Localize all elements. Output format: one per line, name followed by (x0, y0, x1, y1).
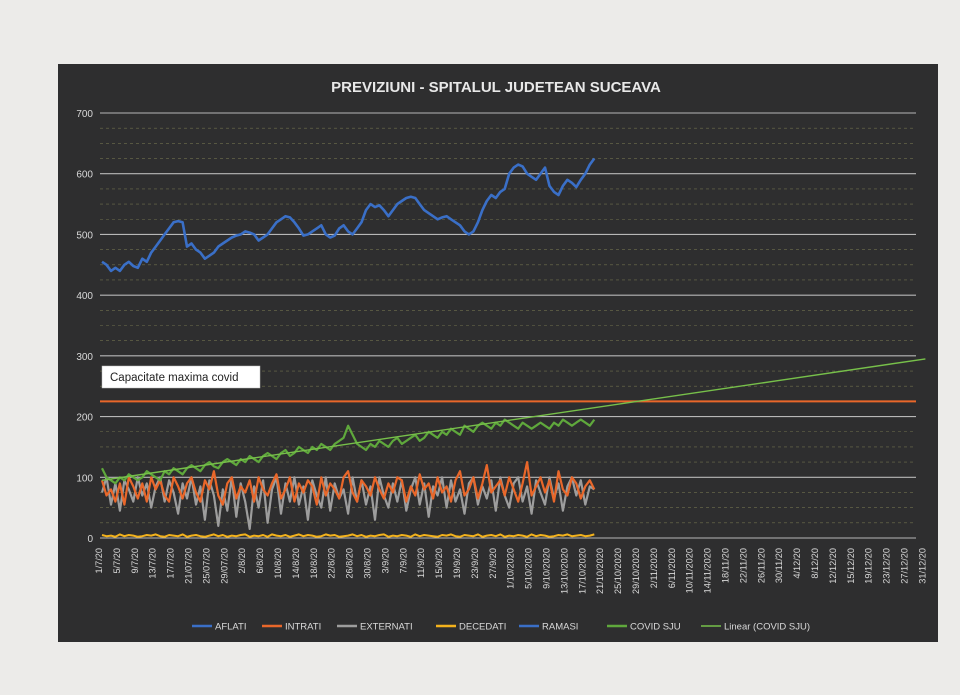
y-tick-label: 0 (87, 534, 93, 545)
x-tick-label: 8/12/20 (810, 548, 820, 579)
x-tick-label: 17/7/20 (166, 548, 176, 579)
x-tick-label: 29/07/20 (219, 548, 229, 584)
legend-label: Linear (COVID SJU) (724, 622, 810, 633)
x-tick-label: 5/10/2020 (524, 548, 534, 589)
y-axis: 0 100 200 300 400 500 600 700 (76, 109, 93, 545)
series-line-aflati (101, 157, 596, 273)
y-tick-label: 400 (76, 291, 93, 302)
series-line-covid-sju (101, 418, 596, 485)
x-tick-label: 5/7/20 (112, 548, 122, 574)
x-tick-label: 25/10/2020 (613, 548, 623, 594)
x-tick-label: 15/9/20 (434, 548, 444, 579)
x-tick-label: 6/11/2020 (667, 548, 677, 588)
x-tick-label: 17/10/2020 (577, 548, 587, 594)
x-tick-label: 23/9/20 (470, 548, 480, 579)
legend-label: DECEDATI (459, 622, 506, 633)
x-tick-label: 29/10/2020 (631, 548, 641, 594)
legend: AFLATI INTRATI EXTERNATI DECEDATI RAMASI COVI… (192, 622, 810, 633)
series-line-externati (100, 476, 595, 531)
x-tick-label: 21/10/2020 (595, 548, 605, 594)
x-tick-label: 19/12/20 (864, 548, 874, 584)
x-tick-label: 9/10/2020 (542, 548, 552, 589)
x-tick-label: 22/11/20 (738, 548, 748, 583)
x-tick-label: 14/11/2020 (703, 548, 713, 593)
x-tick-label: 14/8/20 (291, 548, 301, 579)
x-tick-label: 31/12/20 (917, 548, 927, 584)
x-tick-label: 6/8/20 (255, 548, 265, 574)
legend-label: RAMASI (542, 622, 578, 633)
capacity-label-box (101, 365, 261, 389)
legend-label: EXTERNATI (360, 622, 413, 633)
x-tick-label: 10/8/20 (273, 548, 283, 579)
y-tick-label: 600 (76, 170, 93, 181)
chart-title: PREVIZIUNI - SPITALUL JUDETEAN SUCEAVA (331, 79, 661, 96)
legend-label: COVID SJU (630, 622, 681, 633)
x-tick-label: 30/8/20 (363, 548, 373, 579)
capacity-label: Capacitate maxima covid (110, 372, 238, 384)
x-tick-label: 26/8/20 (345, 548, 355, 579)
y-tick-label: 200 (76, 413, 93, 424)
x-tick-label: 27/12/20 (900, 548, 910, 584)
x-tick-label: 7/9/20 (398, 548, 408, 574)
legend-label: AFLATI (215, 622, 247, 633)
x-tick-label: 1/10/2020 (506, 548, 516, 589)
chart-panel (58, 64, 938, 642)
legend-label: INTRATI (285, 622, 321, 633)
x-tick-label: 10/11/2020 (685, 548, 695, 593)
x-tick-label: 3/9/20 (380, 548, 390, 574)
x-tick-label: 18/11/20 (721, 548, 731, 583)
x-tick-label: 18/8/20 (309, 548, 319, 579)
x-tick-label: 26/11/20 (756, 548, 766, 583)
x-tick-label: 27/9/20 (488, 548, 498, 579)
x-tick-label: 2/8/20 (237, 548, 247, 574)
x-tick-label: 1/7/20 (94, 548, 104, 574)
x-tick-label: 19/9/20 (452, 548, 462, 579)
trendline-covid-sju (101, 358, 926, 482)
x-tick-label: 9/7/20 (130, 548, 140, 574)
series-line-intrati (100, 461, 596, 506)
y-tick-label: 500 (76, 230, 93, 241)
x-tick-label: 23/12/20 (882, 548, 892, 584)
x-axis: 1/7/20 5/7/20 9/7/20 13/7/20 17/7/20 21/07/20… (94, 548, 927, 594)
x-tick-label: 25/07/20 (201, 548, 211, 584)
x-tick-label: 13/10/2020 (559, 548, 569, 594)
x-tick-label: 12/12/20 (828, 548, 838, 584)
series-line-decedati (101, 533, 595, 538)
y-tick-label: 700 (76, 109, 93, 120)
x-tick-label: 21/07/20 (184, 548, 194, 584)
capacity-annotation: Capacitate maxima covid (100, 365, 916, 403)
x-tick-label: 15/12/20 (846, 548, 856, 584)
series-lines (100, 157, 926, 538)
x-tick-label: 30/11/20 (774, 548, 784, 583)
grid-lines (100, 112, 916, 539)
x-tick-label: 4/12/20 (792, 548, 802, 579)
x-tick-label: 2/11/2020 (649, 548, 659, 588)
x-tick-label: 11/9/20 (416, 548, 426, 578)
y-tick-label: 100 (76, 473, 93, 484)
y-tick-label: 300 (76, 352, 93, 363)
x-tick-label: 22/8/20 (327, 548, 337, 579)
x-tick-label: 13/7/20 (148, 548, 158, 579)
